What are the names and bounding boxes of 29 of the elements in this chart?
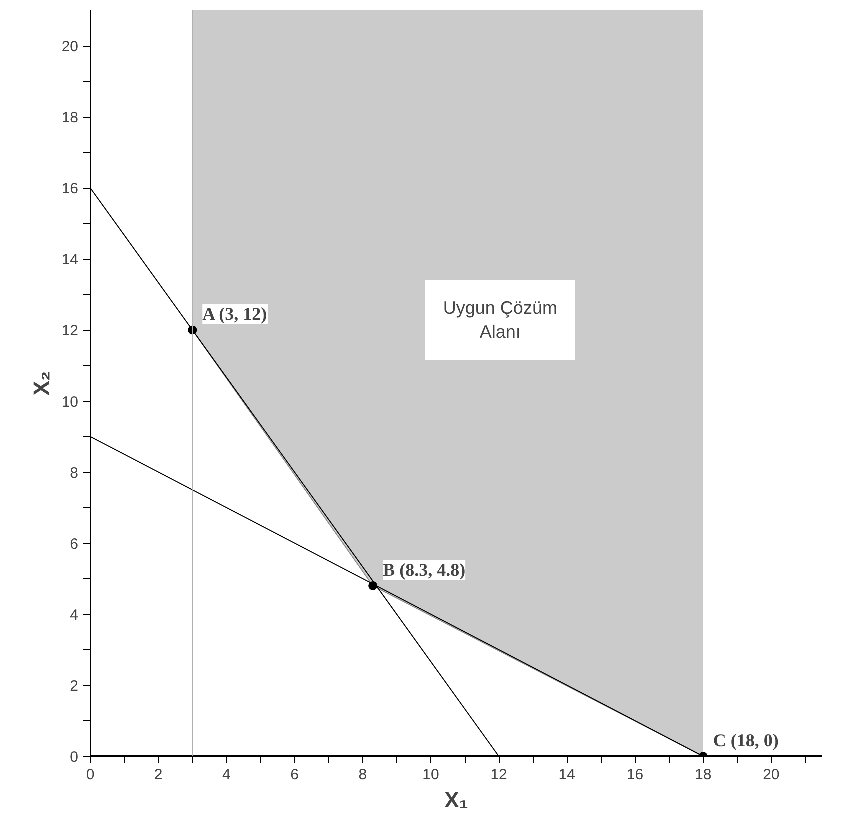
y-tick-label: 0 xyxy=(70,749,78,766)
x-tick-label: 2 xyxy=(154,766,163,784)
y-tick-label: 16 xyxy=(62,180,79,198)
y-tick-label: 10 xyxy=(62,394,79,411)
y-axis-title: X₂ xyxy=(28,371,54,396)
x-tick-label: 0 xyxy=(86,766,95,784)
annotation: Uygun Çözüm Alanı xyxy=(443,298,558,342)
x-tick-label: 6 xyxy=(290,766,299,784)
y-tick-label: 20 xyxy=(62,38,79,56)
x-tick-label: 18 xyxy=(694,766,712,784)
x-tick-label: 12 xyxy=(490,766,508,784)
point xyxy=(368,581,378,590)
x-tick-label: 4 xyxy=(222,766,231,784)
y-tick-label: 18 xyxy=(62,110,79,127)
y-tick-label: 4 xyxy=(70,606,78,624)
annotation: B (8.3, 4.8) xyxy=(383,560,466,580)
y-tick-label: 6 xyxy=(70,536,78,553)
x-tick-label: 10 xyxy=(422,766,440,784)
x-tick-label: 20 xyxy=(763,766,780,784)
x-tick-label: 8 xyxy=(358,766,368,784)
y-tick-label: 12 xyxy=(62,322,79,340)
x-tick-label: 16 xyxy=(626,766,644,784)
x-axis-title: X₁ xyxy=(444,788,468,812)
y-tick-label: 8 xyxy=(70,464,78,482)
annotation: C (18, 0) xyxy=(713,730,779,750)
y-tick-label: 2 xyxy=(70,678,78,695)
annotation: A (3, 12) xyxy=(202,304,268,324)
x-tick-label: 14 xyxy=(558,766,576,784)
y-tick-label: 14 xyxy=(62,252,79,269)
